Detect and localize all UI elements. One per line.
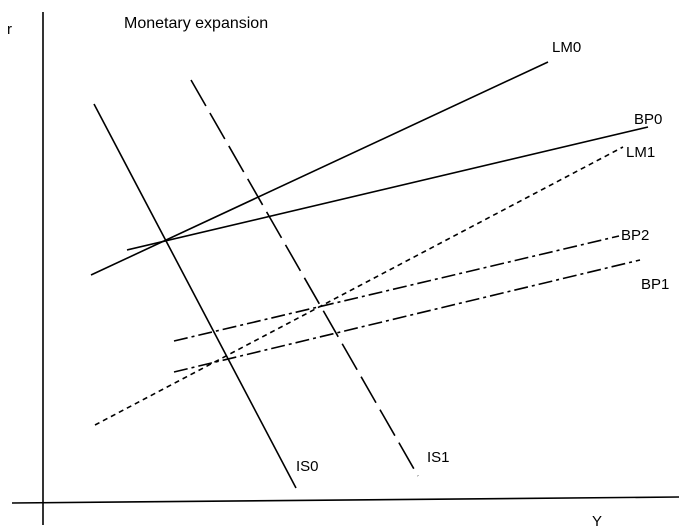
bp2-label: BP2: [621, 227, 649, 244]
is0-label: IS0: [296, 458, 319, 475]
diagram-title: Monetary expansion: [124, 15, 268, 32]
is1-curve: [190, 79, 419, 477]
x-axis-label: Y: [592, 513, 602, 530]
lm1-curve: [94, 146, 624, 426]
bp0-curve: [126, 126, 649, 251]
bp1-curve: [173, 259, 641, 373]
lm1-label: LM1: [626, 144, 655, 161]
bp2-curve: [173, 235, 620, 342]
bp1-label: BP1: [641, 276, 669, 293]
lm0-curve: [90, 61, 549, 276]
bp0-label: BP0: [634, 111, 662, 128]
lm0-label: LM0: [552, 39, 581, 56]
x-axis: [11, 496, 680, 504]
y-axis-label: r: [7, 21, 12, 38]
is1-label: IS1: [427, 449, 450, 466]
is0-curve: [93, 103, 297, 489]
